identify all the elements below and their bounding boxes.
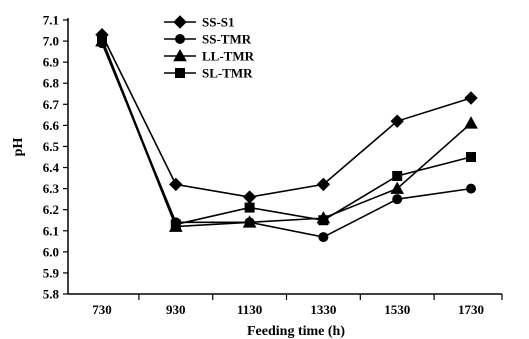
data-point — [466, 183, 476, 194]
y-tick-label: 5.8 — [43, 287, 60, 302]
y-tick-label: 6.1 — [43, 223, 59, 238]
legend: SS-S1 SS-TMR LL-TMR SL-TMR — [164, 15, 255, 81]
legend-label: SS-S1 — [202, 15, 235, 30]
legend-marker — [175, 34, 185, 44]
x-ticks: 730 930 1130 1330 1530 1730 — [92, 294, 503, 317]
legend-label: LL-TMR — [202, 49, 255, 64]
legend-item: SS-TMR — [164, 32, 252, 47]
y-tick-label: 6.4 — [43, 160, 60, 175]
series-sl-tmr — [97, 33, 476, 230]
data-point — [316, 177, 331, 192]
legend-marker — [173, 48, 187, 62]
data-point — [464, 116, 478, 129]
x-tick-label: 1330 — [310, 302, 336, 317]
y-tick-label: 6.6 — [43, 118, 60, 133]
data-point — [244, 202, 255, 213]
y-tick-label: 5.9 — [43, 265, 60, 280]
data-point — [390, 181, 405, 194]
data-point — [318, 232, 329, 243]
series-line — [101, 38, 472, 226]
legend-item: LL-TMR — [164, 49, 255, 64]
y-tick-label: 6.5 — [43, 139, 60, 154]
y-tick-label: 6.8 — [43, 76, 60, 91]
series-line — [101, 40, 472, 228]
series-line — [101, 34, 472, 198]
data-point — [318, 215, 329, 226]
data-point — [392, 194, 403, 205]
y-tick-label: 7.0 — [43, 34, 59, 49]
y-tick-label: 6.7 — [43, 97, 60, 112]
legend-label: SL-TMR — [202, 66, 253, 81]
axes — [67, 18, 502, 295]
series-line — [101, 42, 472, 238]
y-tick-label: 7.1 — [43, 13, 59, 28]
x-tick-label: 1530 — [384, 302, 410, 317]
series-ll-tmr — [95, 34, 478, 232]
y-tick-label: 6.9 — [43, 55, 60, 70]
data-point — [466, 152, 476, 162]
legend-marker — [175, 68, 185, 78]
x-tick-label: 1730 — [458, 302, 484, 317]
data-point — [390, 114, 404, 128]
legend-item: SL-TMR — [164, 66, 253, 81]
data-point — [170, 219, 181, 230]
data-point — [392, 170, 403, 181]
legend-label: SS-TMR — [202, 32, 252, 47]
legend-marker — [173, 15, 187, 29]
x-tick-label: 730 — [92, 302, 112, 317]
y-tick-label: 6.0 — [43, 244, 59, 259]
data-point — [169, 177, 183, 192]
data-point — [242, 190, 257, 204]
y-ticks: 5.8 5.9 6.0 6.1 6.2 6.3 6.4 6.5 6.6 6.7 6.8 6.9 7.0 7… — [43, 13, 68, 302]
data-point — [97, 33, 107, 44]
y-axis-title: pH — [11, 138, 26, 157]
series-layer — [95, 28, 478, 243]
x-tick-label: 1130 — [237, 302, 262, 317]
y-tick-label: 6.2 — [43, 202, 59, 217]
y-tick-label: 6.3 — [43, 181, 60, 196]
x-tick-label: 930 — [166, 302, 186, 317]
x-axis-title: Feeding time (h) — [247, 324, 345, 339]
legend-item: SS-S1 — [164, 15, 235, 30]
series-ss-s1 — [95, 28, 478, 204]
data-point — [242, 215, 257, 228]
data-point — [464, 91, 478, 105]
